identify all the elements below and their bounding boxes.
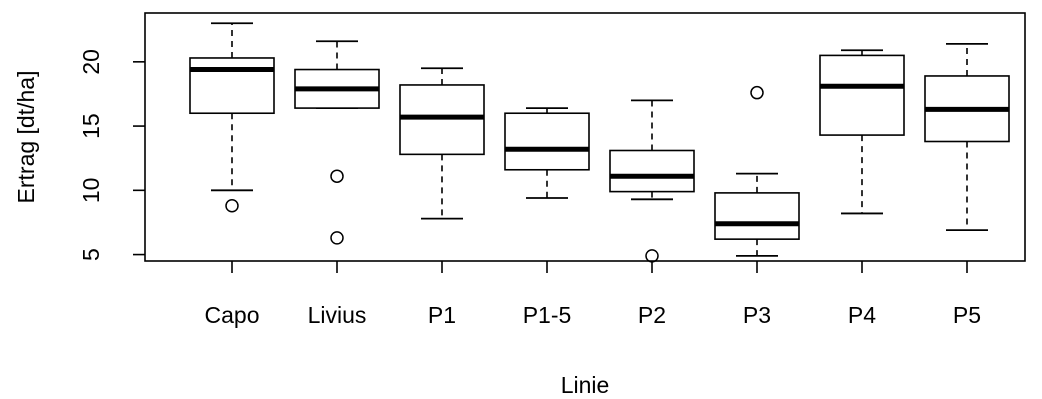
outlier-point — [330, 231, 344, 245]
box-p1-5 — [504, 107, 590, 199]
box-p5 — [924, 42, 1010, 232]
outlier-point — [645, 249, 659, 263]
box-p1 — [399, 67, 485, 220]
y-axis-title: Ertrag [dt/ha] — [13, 71, 39, 204]
outlier-point — [330, 169, 344, 183]
x-axis: Capo Livius P1 P1-5 P2 P3 P4 P5 — [205, 261, 981, 328]
iqr-box — [609, 149, 695, 193]
boxes — [189, 22, 1010, 263]
x-tick-label: P1 — [428, 302, 456, 328]
x-tick-label: P1-5 — [523, 302, 572, 328]
x-tick-label: P2 — [638, 302, 666, 328]
box-p4 — [819, 49, 905, 215]
x-tick-label: P5 — [953, 302, 981, 328]
y-tick-label: 5 — [78, 248, 104, 261]
iqr-box — [399, 84, 485, 156]
outlier-point — [225, 198, 239, 213]
box-livius — [294, 40, 380, 245]
x-tick-label: P3 — [743, 302, 771, 328]
x-axis-title: Linie — [561, 372, 610, 398]
iqr-box — [714, 192, 800, 240]
x-tick-label: Livius — [308, 302, 367, 328]
box-p2 — [609, 99, 695, 263]
y-tick-label: 10 — [78, 178, 104, 204]
x-tick-label: P4 — [848, 302, 876, 328]
iqr-box — [819, 54, 905, 136]
x-tick-label: Capo — [205, 302, 260, 328]
plot-frame — [144, 12, 1026, 262]
box-capo — [189, 22, 275, 213]
iqr-box — [504, 112, 590, 171]
y-tick-label: 15 — [78, 113, 104, 139]
y-axis: 5 10 15 20 — [78, 49, 145, 261]
box-p3 — [714, 85, 800, 257]
iqr-box — [189, 57, 275, 115]
y-tick-label: 20 — [78, 49, 104, 75]
outlier-point — [750, 85, 764, 100]
